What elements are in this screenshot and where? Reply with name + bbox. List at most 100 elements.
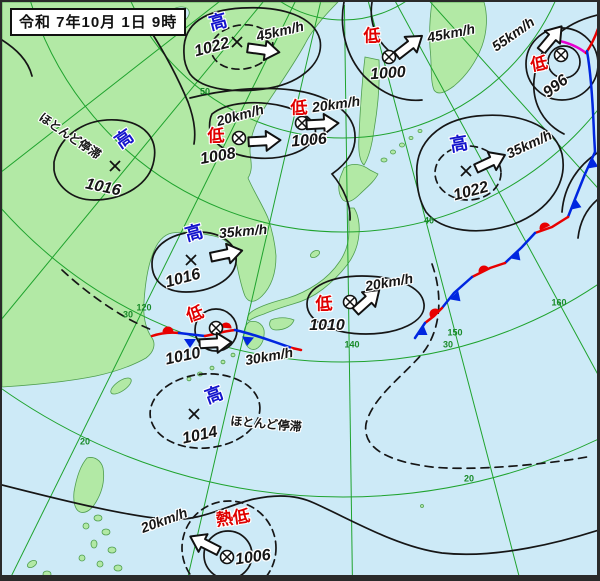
isobar-dashed [181, 500, 277, 575]
isobar [189, 87, 356, 221]
movement-arrow-icon [305, 113, 340, 135]
longitude-line [11, 2, 296, 575]
warm-front-semicircle-icon [478, 265, 490, 274]
isobar-dashed [434, 145, 502, 201]
ryukyu-island [220, 359, 226, 365]
kuril-island [399, 142, 405, 148]
isobar [183, 6, 322, 92]
stationary-front-warm-segment [423, 306, 444, 325]
isobar-dashed [210, 23, 274, 71]
isobar [577, 198, 597, 239]
isobar-dashed [149, 372, 261, 450]
movement-arrow-icon [473, 151, 506, 174]
kuril-island [417, 129, 423, 134]
high-center-mark [460, 165, 472, 177]
low-center-mark [219, 549, 235, 565]
isobar [532, 14, 597, 135]
latitude-line [130, 2, 556, 139]
low-center-mark [231, 130, 247, 146]
longitude-line [367, 2, 520, 575]
movement-arrow-icon [198, 332, 233, 354]
stationary-front-warm-segment [290, 346, 303, 352]
kuril-island [408, 135, 414, 140]
taiwan-island [110, 377, 132, 395]
philippine-island [42, 570, 52, 575]
stationary-front-cold-segment [440, 275, 474, 310]
philippine-island [82, 522, 90, 530]
kuril-island [390, 149, 396, 155]
stationary-front-cold-segment [233, 328, 294, 350]
isobar [341, 2, 423, 102]
philippine-island [107, 546, 117, 554]
longitude-line [187, 2, 321, 575]
cold-front-triangle-icon [509, 249, 521, 261]
longitude-line [429, 2, 597, 188]
ryukyu-island [230, 352, 236, 358]
weather-fronts [150, 27, 597, 352]
stationary-front-warm-segment [470, 261, 507, 279]
high-center-mark [109, 160, 121, 172]
cold-front-triangle-icon [416, 325, 428, 336]
longitude-line [2, 2, 220, 173]
shikoku-island [269, 317, 295, 331]
cold-front-triangle-icon [449, 290, 461, 302]
stationary-front-warm-segment [533, 215, 570, 235]
isobar [53, 119, 156, 201]
philippine-island [27, 559, 37, 569]
chart-datetime-title: 令和 7年10月 1日 9時 [10, 8, 187, 36]
ogasawara-island [420, 504, 424, 508]
latitude-line [2, 388, 597, 498]
high-center-mark [231, 36, 243, 48]
cold-front-triangle-icon [587, 157, 597, 169]
isobar [151, 231, 237, 293]
okhotsk-coast [429, 2, 487, 94]
ryukyu-island [186, 376, 192, 382]
isobar-dashed [364, 263, 588, 470]
movement-arrow-icon [246, 39, 281, 62]
low-center-mark [208, 320, 224, 336]
stationary-front-warm-segment [150, 331, 181, 338]
isobar [547, 45, 581, 79]
low-center-mark [342, 294, 358, 310]
high-center-mark [185, 254, 197, 266]
movement-arrows [189, 25, 563, 556]
philippine-island [101, 528, 111, 536]
stationary-front-cold-segment [177, 331, 207, 338]
luzon-island [73, 457, 104, 513]
hokkaido-island [338, 164, 379, 202]
movement-arrow-icon [189, 533, 222, 556]
movement-arrow-icon [247, 130, 282, 152]
ryukyu-island [209, 365, 215, 371]
movement-arrow-icon [536, 25, 563, 55]
warm-front-semicircle-icon [162, 326, 174, 332]
warm-front-semicircle-icon [539, 222, 550, 231]
low-center-mark [381, 49, 397, 65]
cold-front-triangle-icon [184, 339, 196, 348]
honshu-island [247, 207, 360, 322]
cold-front-triangle-icon [570, 198, 582, 210]
latitude-line [30, 2, 597, 233]
low-center-mark [553, 47, 569, 63]
pressure-center-marks [109, 36, 569, 565]
isobar [2, 484, 597, 556]
philippine-island [90, 539, 98, 549]
philippine-island [78, 554, 86, 562]
warm-front-semicircle-icon [220, 322, 232, 329]
isobar [561, 152, 597, 213]
isobar [203, 530, 253, 575]
cold-front-triangle-icon [242, 336, 254, 346]
philippine-island [113, 564, 123, 572]
isobar [208, 101, 317, 160]
isobar [149, 29, 196, 145]
isobar [370, 2, 389, 51]
front-symbols [162, 157, 597, 348]
longitude-line [343, 4, 353, 575]
movement-arrow-icon [351, 288, 381, 316]
high-center-mark [188, 408, 200, 420]
isobar [2, 39, 33, 77]
longitude-line [2, 2, 264, 320]
